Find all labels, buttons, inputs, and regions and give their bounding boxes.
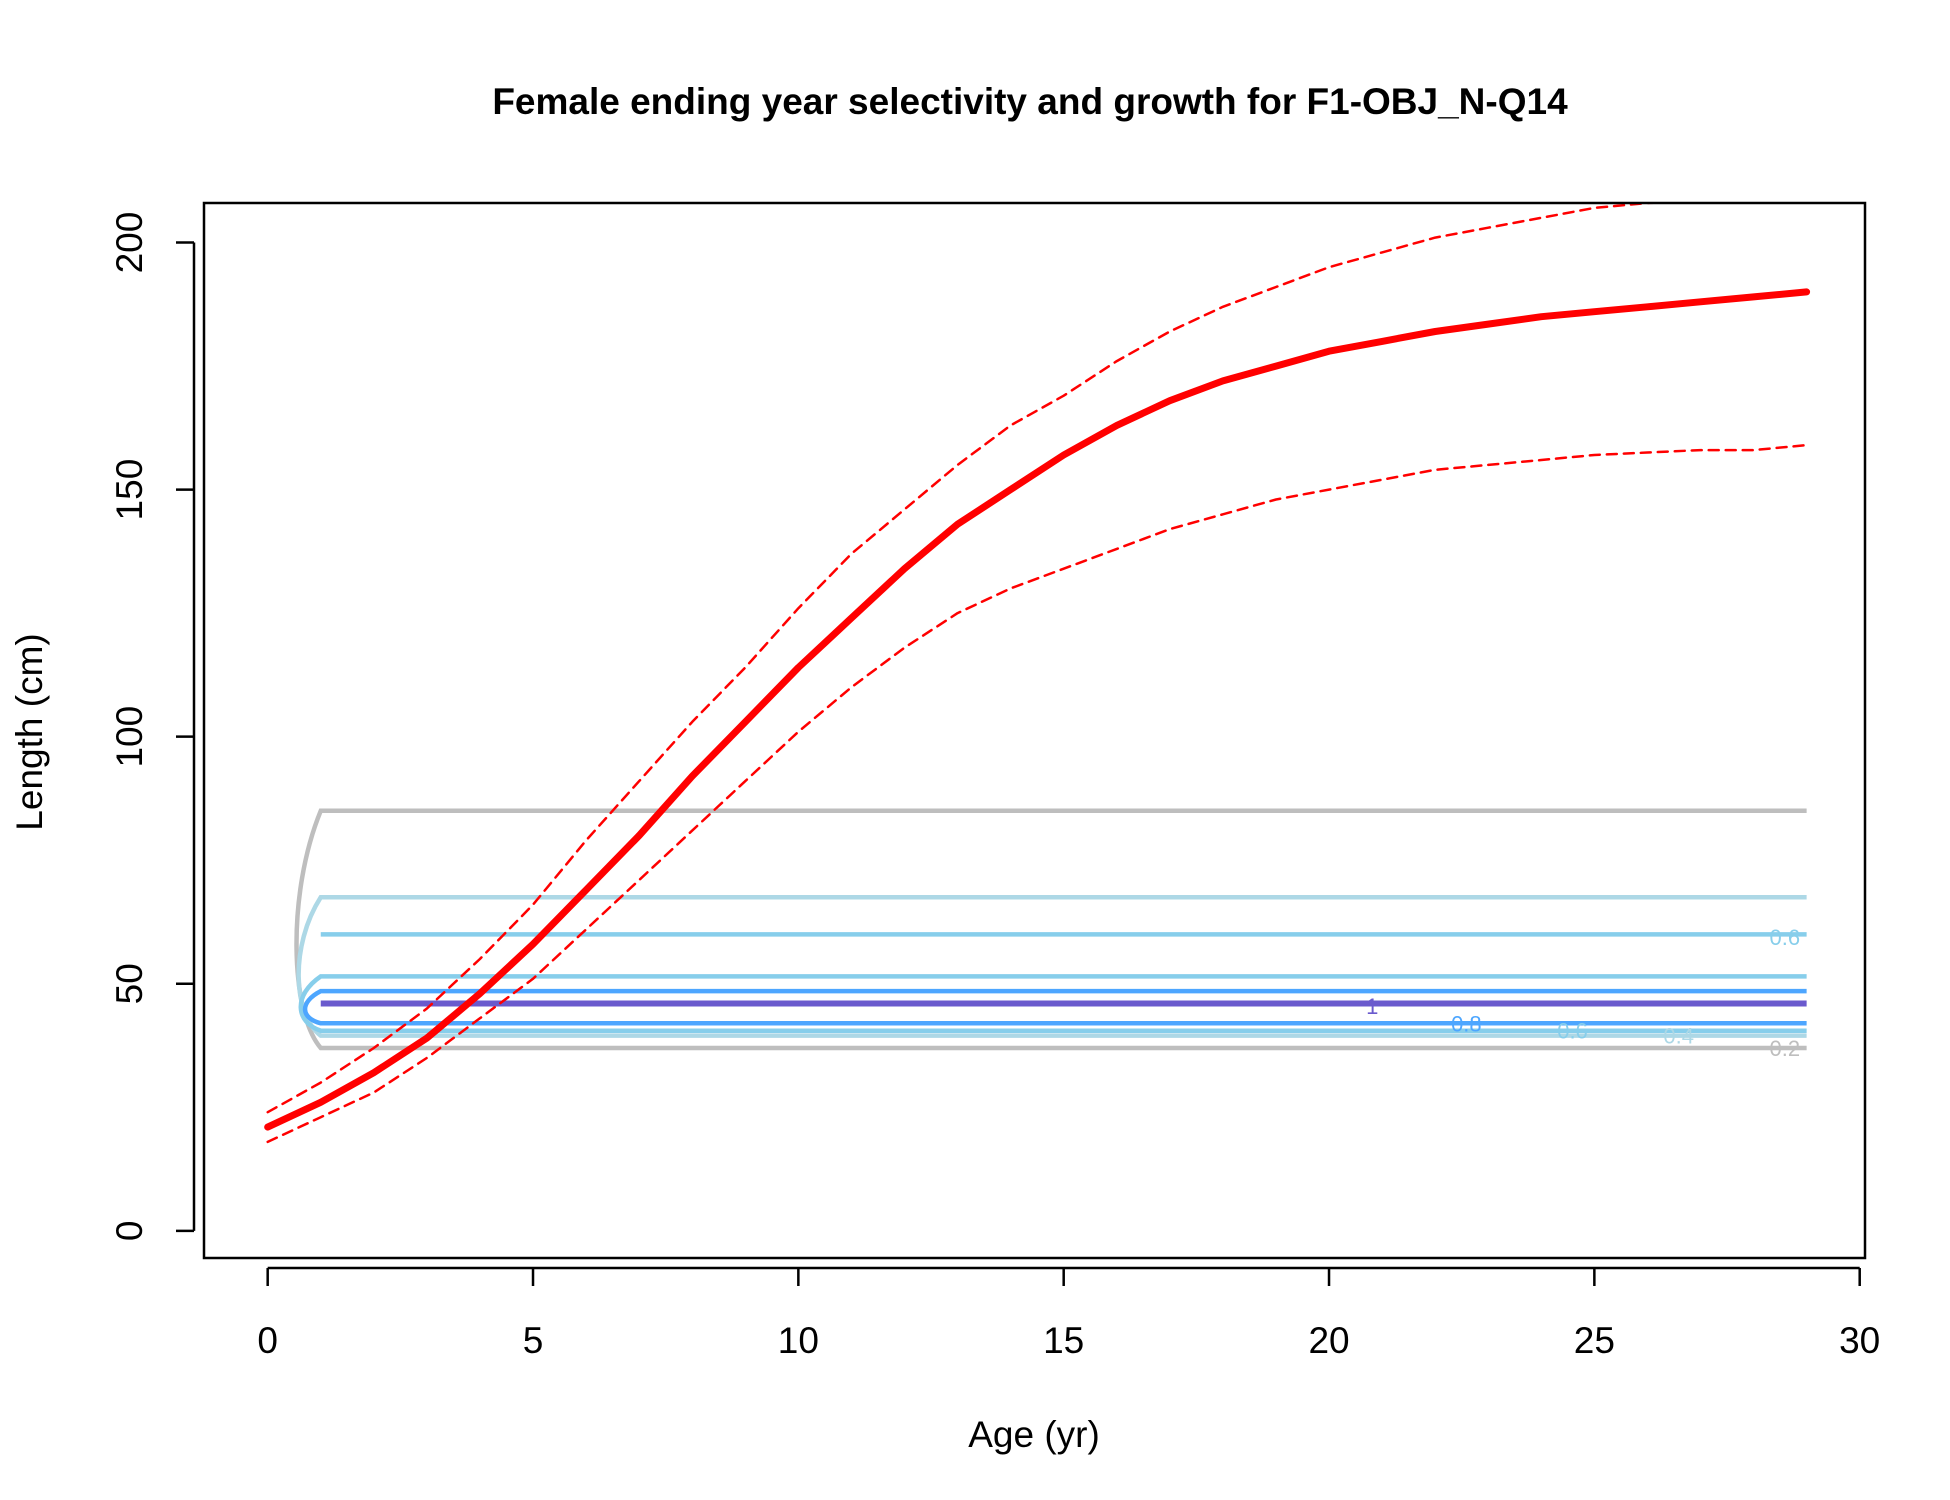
- mean-length-line: [264, 288, 1811, 1131]
- contour-0-8-line: [302, 988, 1807, 1026]
- contour-0-6-line: [298, 974, 1807, 1033]
- contour-label: 0.6: [1769, 925, 1800, 950]
- contour-label: 0.4: [1663, 1024, 1694, 1049]
- y-tick-label: 0: [109, 1221, 150, 1242]
- x-tick-label: 30: [1839, 1320, 1880, 1361]
- y-axis-label: Length (cm): [9, 633, 50, 830]
- plot-frame: [202, 201, 1867, 1260]
- x-tick-label: 15: [1043, 1320, 1084, 1361]
- chart-title: Female ending year selectivity and growt…: [492, 81, 1568, 122]
- x-tick-label: 20: [1308, 1320, 1349, 1361]
- selectivity-contours: [294, 808, 1807, 1051]
- y-tick-label: 200: [109, 212, 150, 274]
- contour-labels: 0.2 0.4 0.6 0.6 0.8 1: [1366, 925, 1800, 1061]
- growth-curves: [264, 203, 1811, 1144]
- y-tick-label: 150: [109, 459, 150, 521]
- y-tick-label: 100: [109, 706, 150, 768]
- y-axis: 0 50 100 150 200: [109, 212, 196, 1242]
- contour-0-2-line: [294, 808, 1807, 1051]
- upper-interval-line: [266, 203, 1674, 1114]
- contour-0-4-line: [296, 895, 1807, 1038]
- contour-label: 1: [1366, 994, 1378, 1019]
- x-tick-label: 10: [778, 1320, 819, 1361]
- y-tick-label: 50: [109, 963, 150, 1004]
- contour-label: 0.2: [1769, 1036, 1800, 1061]
- contour-label: 0.6: [1557, 1019, 1588, 1044]
- x-tick-label: 0: [257, 1320, 278, 1361]
- lower-interval-line: [266, 443, 1808, 1144]
- contour-label: 0.8: [1451, 1011, 1482, 1036]
- x-tick-label: 5: [523, 1320, 544, 1361]
- x-tick-label: 25: [1574, 1320, 1615, 1361]
- x-axis-label: Age (yr): [968, 1414, 1100, 1455]
- x-axis: 0 5 10 15 20 25 30: [257, 1266, 1880, 1361]
